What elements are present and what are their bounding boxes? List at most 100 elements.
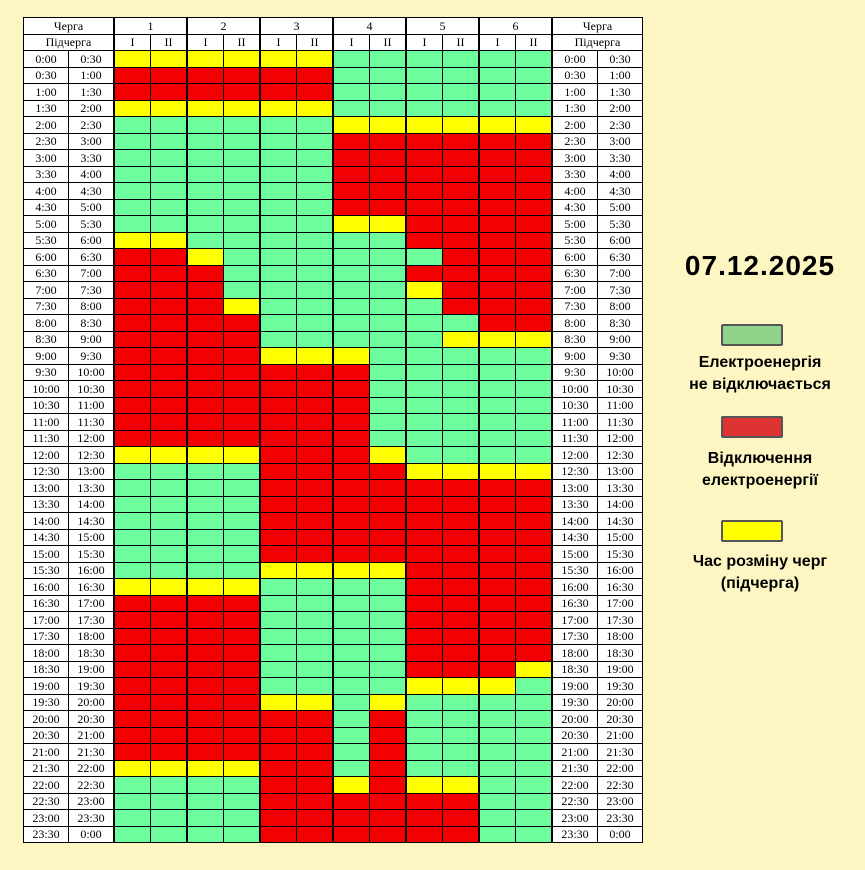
status-cell-q3-I [259, 281, 297, 299]
status-cell-q5-II [442, 182, 480, 200]
time-from-right: 13:30 [551, 495, 598, 513]
status-cell-q2-I [186, 825, 224, 843]
status-cell-q2-I [186, 198, 224, 216]
status-cell-q6-I [478, 710, 516, 728]
status-cell-q1-II [150, 561, 188, 579]
time-from-right: 3:00 [551, 149, 598, 167]
status-cell-q6-II [515, 99, 553, 117]
time-to-right: 18:00 [597, 627, 643, 645]
time-from-right: 6:00 [551, 248, 598, 266]
time-to-right: 21:00 [597, 726, 643, 744]
status-cell-q6-II [515, 809, 553, 827]
time-to-right: 2:00 [597, 99, 643, 117]
status-cell-q6-II [515, 479, 553, 497]
status-cell-q4-I [332, 495, 370, 513]
status-cell-q2-II [223, 495, 261, 513]
schedule-row: 2:30 3:00 2:30 3:00 [23, 132, 643, 150]
subqueue-header-1-I: I [113, 33, 151, 51]
status-cell-q6-I [478, 132, 516, 150]
status-cell-q5-I [405, 149, 443, 167]
time-to-left: 22:30 [68, 776, 115, 794]
schedule-row: 23:00 23:30 23:00 23:30 [23, 809, 643, 827]
time-to-right: 6:30 [597, 248, 643, 266]
status-cell-q3-I [259, 116, 297, 134]
status-cell-q1-I [113, 611, 151, 629]
status-cell-q5-II [442, 99, 480, 117]
time-to-left: 11:30 [68, 413, 115, 431]
status-cell-q5-II [442, 363, 480, 381]
status-cell-q4-II [369, 66, 407, 84]
status-cell-q6-I [478, 660, 516, 678]
status-cell-q1-II [150, 693, 188, 711]
status-cell-q6-I [478, 726, 516, 744]
status-cell-q4-II [369, 578, 407, 596]
time-from-right: 20:30 [551, 726, 598, 744]
status-cell-q1-I [113, 264, 151, 282]
status-cell-q6-II [515, 198, 553, 216]
status-cell-q5-I [405, 248, 443, 266]
status-cell-q2-II [223, 99, 261, 117]
time-to-left: 4:00 [68, 165, 115, 183]
schedule-row: 15:00 15:30 15:00 15:30 [23, 545, 643, 563]
time-to-right: 2:30 [597, 116, 643, 134]
status-cell-q3-I [259, 363, 297, 381]
schedule-row: 23:30 0:00 23:30 0:00 [23, 825, 643, 843]
status-cell-q5-II [442, 396, 480, 414]
status-cell-q3-I [259, 347, 297, 365]
status-cell-q4-I [332, 50, 370, 68]
status-cell-q6-II [515, 726, 553, 744]
status-cell-q6-II [515, 446, 553, 464]
status-cell-q6-I [478, 479, 516, 497]
status-cell-q4-II [369, 792, 407, 810]
status-cell-q4-II [369, 759, 407, 777]
status-cell-q5-II [442, 693, 480, 711]
status-cell-q5-I [405, 330, 443, 348]
status-cell-q2-I [186, 330, 224, 348]
time-from-left: 21:00 [23, 743, 69, 761]
status-cell-q5-I [405, 561, 443, 579]
status-cell-q4-I [332, 330, 370, 348]
status-cell-q5-I [405, 413, 443, 431]
status-cell-q6-I [478, 198, 516, 216]
status-cell-q4-I [332, 182, 370, 200]
time-from-left: 12:00 [23, 446, 69, 464]
status-cell-q1-II [150, 578, 188, 596]
time-from-left: 21:30 [23, 759, 69, 777]
status-cell-q3-I [259, 479, 297, 497]
status-cell-q2-I [186, 165, 224, 183]
time-to-right: 6:00 [597, 231, 643, 249]
status-cell-q1-II [150, 792, 188, 810]
time-from-left: 14:30 [23, 528, 69, 546]
status-cell-q1-II [150, 545, 188, 563]
status-cell-q2-II [223, 149, 261, 167]
schedule-row: 3:00 3:30 3:00 3:30 [23, 149, 643, 167]
status-cell-q6-I [478, 297, 516, 315]
time-from-right: 9:00 [551, 347, 598, 365]
time-from-left: 7:30 [23, 297, 69, 315]
schedule-row: 12:30 13:00 12:30 13:00 [23, 462, 643, 480]
status-cell-q5-I [405, 792, 443, 810]
status-cell-q5-I [405, 314, 443, 332]
status-cell-q4-II [369, 413, 407, 431]
status-cell-q4-I [332, 231, 370, 249]
status-cell-q2-I [186, 413, 224, 431]
status-cell-q3-II [296, 99, 334, 117]
status-cell-q3-I [259, 50, 297, 68]
status-cell-q3-I [259, 512, 297, 530]
status-cell-q3-II [296, 710, 334, 728]
status-cell-q3-II [296, 479, 334, 497]
status-cell-q1-I [113, 363, 151, 381]
status-cell-q6-II [515, 644, 553, 662]
status-cell-q3-I [259, 528, 297, 546]
status-cell-q3-II [296, 594, 334, 612]
queue-header-3: 3 [259, 17, 334, 35]
status-cell-q4-I [332, 726, 370, 744]
status-cell-q6-II [515, 215, 553, 233]
schedule-row: 0:00 0:30 0:00 0:30 [23, 50, 643, 68]
status-cell-q6-I [478, 462, 516, 480]
status-cell-q2-II [223, 611, 261, 629]
status-cell-q6-I [478, 495, 516, 513]
status-cell-q6-I [478, 545, 516, 563]
status-cell-q2-I [186, 281, 224, 299]
status-cell-q1-I [113, 462, 151, 480]
